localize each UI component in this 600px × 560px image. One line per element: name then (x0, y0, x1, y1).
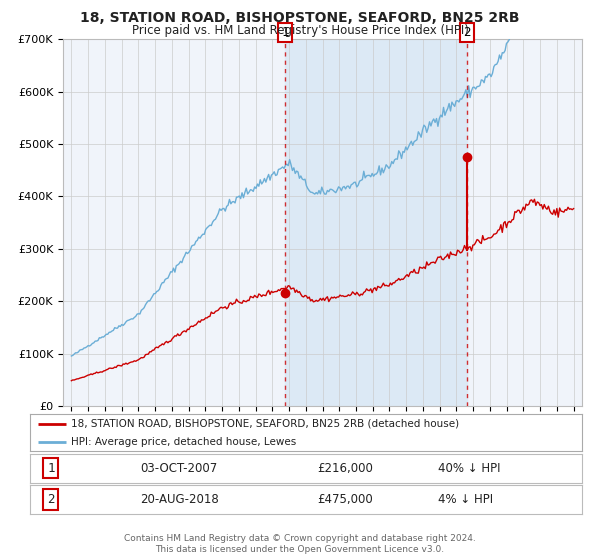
Text: 2: 2 (463, 26, 471, 39)
Text: 1: 1 (47, 461, 55, 475)
Text: 20-AUG-2018: 20-AUG-2018 (140, 493, 219, 506)
Text: 03-OCT-2007: 03-OCT-2007 (140, 461, 218, 475)
Text: £475,000: £475,000 (317, 493, 373, 506)
Text: 18, STATION ROAD, BISHOPSTONE, SEAFORD, BN25 2RB: 18, STATION ROAD, BISHOPSTONE, SEAFORD, … (80, 11, 520, 25)
Text: Contains HM Land Registry data © Crown copyright and database right 2024.: Contains HM Land Registry data © Crown c… (124, 534, 476, 543)
Text: £216,000: £216,000 (317, 461, 373, 475)
Text: Price paid vs. HM Land Registry's House Price Index (HPI): Price paid vs. HM Land Registry's House … (131, 24, 469, 36)
Text: This data is licensed under the Open Government Licence v3.0.: This data is licensed under the Open Gov… (155, 545, 445, 554)
Text: 40% ↓ HPI: 40% ↓ HPI (439, 461, 501, 475)
Text: 1: 1 (281, 26, 289, 39)
Text: 2: 2 (47, 493, 55, 506)
Text: 18, STATION ROAD, BISHOPSTONE, SEAFORD, BN25 2RB (detached house): 18, STATION ROAD, BISHOPSTONE, SEAFORD, … (71, 418, 460, 428)
Text: HPI: Average price, detached house, Lewes: HPI: Average price, detached house, Lewe… (71, 437, 296, 447)
Text: 4% ↓ HPI: 4% ↓ HPI (439, 493, 494, 506)
Bar (285, 39, 467, 406)
